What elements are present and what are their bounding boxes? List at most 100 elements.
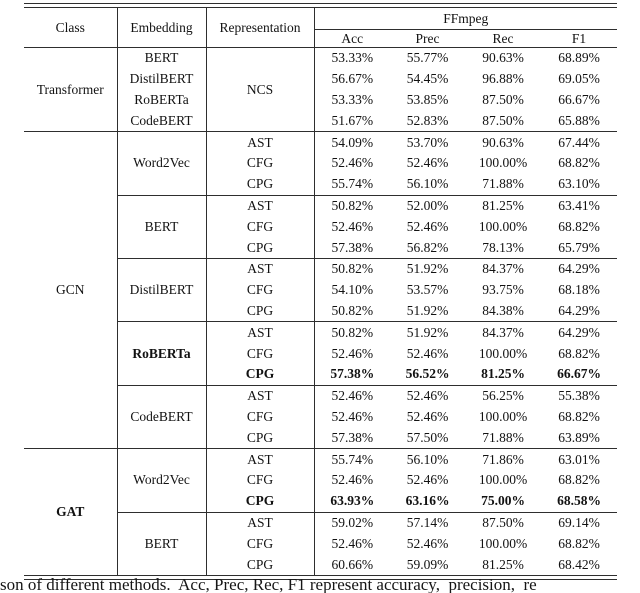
col-header-class: Class xyxy=(24,8,118,48)
embedding-cell: BERT xyxy=(117,194,207,259)
embedding-cell: RoBERTa xyxy=(117,321,207,386)
metric-cell-f1: 63.41% xyxy=(541,194,618,217)
metric-cell-f1: 55.38% xyxy=(541,384,618,407)
metric-cell-prec: 54.45% xyxy=(406,71,449,87)
metric-cell-acc: 55.74% xyxy=(314,448,390,470)
metric-cell-acc: 50.82% xyxy=(331,302,374,318)
metric-cell-acc: 55.74% xyxy=(331,176,374,192)
representation-cell: CFG xyxy=(206,406,315,428)
metric-cell-acc: 54.09% xyxy=(314,131,390,153)
metric-cell-rec: 81.25% xyxy=(481,366,525,382)
representation-cell: AST xyxy=(206,194,315,217)
col-header-rec: Rec xyxy=(465,29,541,48)
table-row: CFG 52.46% 52.46% 100.00% 68.82% xyxy=(24,216,617,238)
table-row: CFG 52.46% 52.46% 100.00% 68.82% xyxy=(24,152,617,174)
metric-cell-rec: 100.00% xyxy=(478,408,528,424)
table-row: CPG 57.38% 56.82% 78.13% 65.79% xyxy=(24,237,617,259)
metric-cell-f1: 63.10% xyxy=(558,176,600,192)
representation-cell: CFG xyxy=(206,152,315,174)
representation-cell: CFG xyxy=(206,279,315,301)
metric-cell-f1: 68.82% xyxy=(558,472,600,488)
embedding-cell: BERT xyxy=(117,511,207,575)
metric-cell-acc: 52.46% xyxy=(331,408,374,424)
metric-cell-f1: 64.29% xyxy=(541,321,618,344)
metric-cell-acc: 52.46% xyxy=(331,155,374,171)
representation-cell: AST xyxy=(206,384,315,407)
table-row: GCN Word2Vec AST 54.09% 53.70% 90.63% 67.44% xyxy=(24,131,618,449)
metric-cell-f1: 68.18% xyxy=(558,282,600,298)
metric-cell-prec: 52.46% xyxy=(406,472,449,488)
metric-cell-f1: 69.14% xyxy=(541,511,618,534)
table-header: Class Embedding Representation FFmpeg Ac… xyxy=(24,8,618,48)
metric-cell-f1: 63.01% xyxy=(541,448,618,470)
table-row: CFG 54.10% 53.57% 93.75% 68.18% xyxy=(24,279,617,301)
table-body: Transformer BERT NCS 53.33% 55.77% 90.63% 68.8… xyxy=(24,46,618,575)
embedding-cell: BERT xyxy=(117,46,207,69)
metric-cell-prec: 53.85% xyxy=(406,91,449,107)
metric-cell-acc: 60.66% xyxy=(331,556,374,572)
col-header-prec: Prec xyxy=(390,29,465,48)
metric-cell-prec: 52.46% xyxy=(406,535,449,551)
representation-cell: CPG xyxy=(206,173,315,196)
metric-cell-acc: 52.46% xyxy=(331,535,374,551)
results-table: Class Embedding Representation FFmpeg Ac… xyxy=(24,8,618,575)
col-header-acc: Acc xyxy=(314,29,390,48)
table-row: BERT AST 59.02% 57.14% 87.50% 69.14% xyxy=(24,511,618,575)
metric-cell-acc: 52.46% xyxy=(314,384,390,407)
col-header-embedding: Embedding xyxy=(117,8,207,48)
metric-cell-rec: 100.00% xyxy=(478,345,528,361)
representation-cell: AST xyxy=(206,131,315,153)
metric-cell-prec: 52.83% xyxy=(406,112,449,128)
metric-cell-acc: 53.33% xyxy=(331,91,374,107)
metric-cell-acc: 63.93% xyxy=(330,493,375,509)
table-row: CPG 50.82% 51.92% 84.38% 64.29% xyxy=(24,300,617,322)
metric-cell-f1: 67.44% xyxy=(541,131,618,153)
metric-cell-f1: 64.29% xyxy=(558,302,600,318)
representation-cell: CFG xyxy=(206,216,315,238)
metric-cell-acc: 57.38% xyxy=(331,239,374,255)
representation-cell: CPG xyxy=(206,237,315,259)
metric-cell-f1: 68.82% xyxy=(558,345,600,361)
col-header-representation: Representation xyxy=(206,8,315,48)
metric-cell-rec: 84.38% xyxy=(482,302,524,318)
metric-cell-prec: 51.92% xyxy=(390,321,465,344)
representation-cell: AST xyxy=(206,257,315,280)
metric-cell-acc: 50.82% xyxy=(314,321,390,344)
metric-cell-rec: 78.13% xyxy=(482,239,524,255)
representation-cell: AST xyxy=(206,511,315,534)
table-row: CFG 52.46% 52.46% 100.00% 68.82% xyxy=(24,343,617,364)
metric-cell-f1: 65.88% xyxy=(558,112,600,128)
metric-cell-rec: 75.00% xyxy=(481,493,525,509)
table-row: GAT Word2Vec AST 55.74% 56.10% 71.86% 63.01% xyxy=(24,448,618,575)
metric-cell-acc: 52.46% xyxy=(331,472,374,488)
metric-cell-acc: 59.02% xyxy=(314,511,390,534)
metric-cell-acc: 50.82% xyxy=(314,257,390,280)
metric-cell-prec: 51.92% xyxy=(406,302,449,318)
metric-cell-prec: 56.82% xyxy=(406,239,449,255)
representation-cell: CPG xyxy=(206,554,315,575)
metric-cell-f1: 66.67% xyxy=(558,91,600,107)
metric-cell-prec: 52.46% xyxy=(390,384,465,407)
metric-cell-rec: 81.25% xyxy=(465,194,541,217)
table-row: CFG 52.46% 52.46% 100.00% 68.82% xyxy=(24,469,617,491)
metric-cell-prec: 59.09% xyxy=(406,556,449,572)
metric-cell-prec: 56.10% xyxy=(390,448,465,470)
metric-cell-prec: 51.92% xyxy=(390,257,465,280)
table-row: CodeBERT 51.67% 52.83% 87.50% 65.88% xyxy=(24,110,617,132)
table-row: CPG 55.74% 56.10% 71.88% 63.10% xyxy=(24,173,617,196)
representation-cell: AST xyxy=(206,448,315,470)
metric-cell-f1: 68.58% xyxy=(557,493,601,509)
class-cell: GAT xyxy=(24,448,118,575)
embedding-cell: DistilBERT xyxy=(117,68,207,90)
table-row: Transformer BERT NCS 53.33% 55.77% 90.63% 68.8… xyxy=(24,46,618,132)
metric-cell-f1: 66.67% xyxy=(557,366,601,382)
metric-cell-f1: 68.82% xyxy=(558,155,600,171)
metric-cell-rec: 100.00% xyxy=(478,218,528,234)
metric-cell-acc: 52.46% xyxy=(331,218,374,234)
metric-cell-rec: 100.00% xyxy=(478,535,528,551)
metric-cell-f1: 68.82% xyxy=(558,218,600,234)
representation-cell: CPG xyxy=(206,300,315,322)
embedding-cell: RoBERTa xyxy=(117,89,207,111)
metric-cell-rec: 71.88% xyxy=(482,176,524,192)
